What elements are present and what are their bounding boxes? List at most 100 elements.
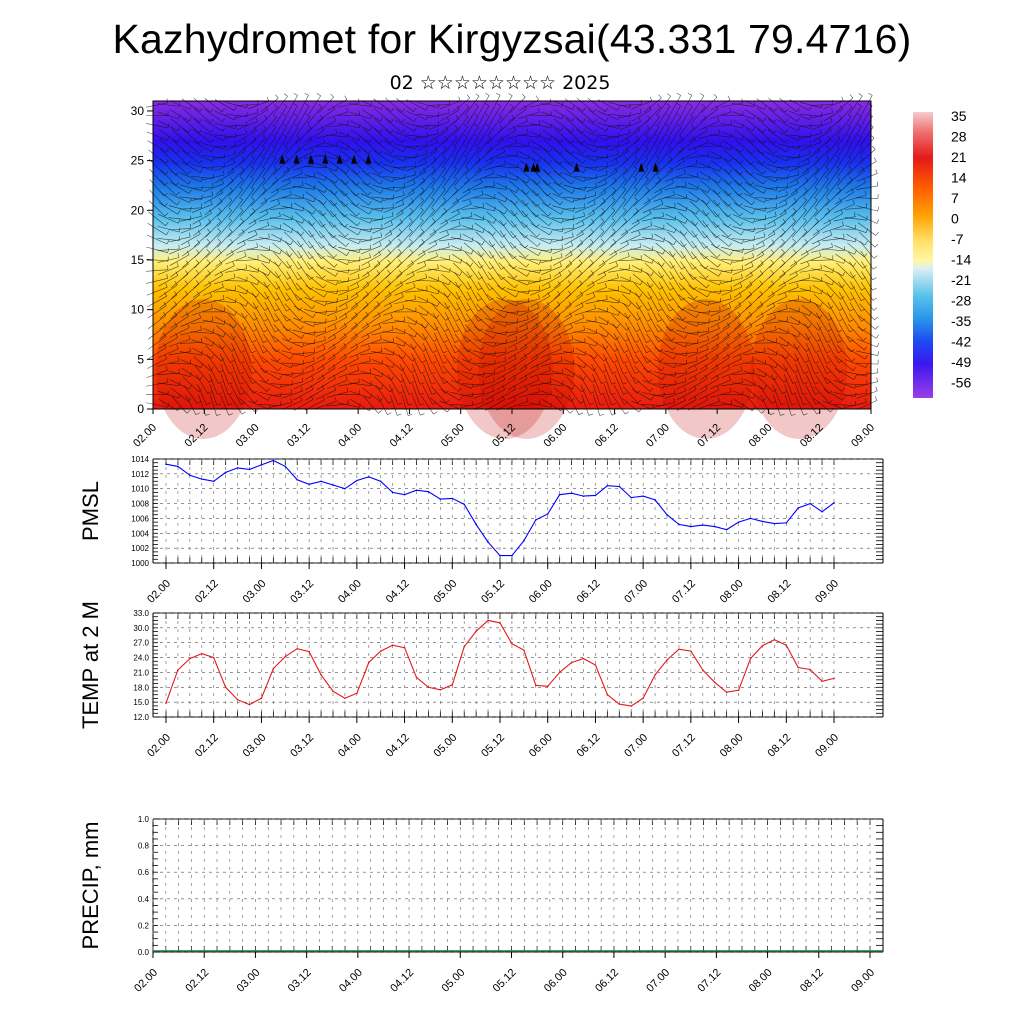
wind-barb <box>519 326 539 339</box>
colorbar-label: -14 <box>951 252 971 268</box>
wind-barb-flag <box>197 400 201 404</box>
wind-barb <box>833 216 856 222</box>
wind-barb-flag <box>753 227 756 232</box>
wind-barb-flag <box>408 228 413 232</box>
wind-barb-flag <box>289 253 293 257</box>
wind-barb-flag <box>802 403 808 406</box>
wind-barb <box>285 126 299 146</box>
series-point <box>773 522 776 525</box>
wind-barb <box>241 364 253 384</box>
wind-barb <box>630 248 653 252</box>
wind-barb-flag <box>651 271 654 276</box>
wind-barb <box>171 294 189 310</box>
wind-barb <box>315 133 337 139</box>
wind-barb-flag <box>497 113 502 118</box>
wind-barb-flag <box>781 259 785 264</box>
wind-barb <box>690 106 706 124</box>
wind-barb <box>800 141 821 151</box>
wind-barb <box>701 189 718 207</box>
wind-barb <box>181 243 200 257</box>
wind-barb <box>816 364 828 384</box>
wind-barb <box>542 304 561 320</box>
wind-barb <box>519 357 539 370</box>
wind-barb <box>473 205 495 212</box>
wind-barb-flag <box>365 311 369 316</box>
wind-barb <box>713 189 728 207</box>
wind-barb <box>168 228 191 231</box>
wind-barb <box>530 347 550 360</box>
wind-barb <box>146 234 168 245</box>
wind-barb-flag <box>441 176 446 180</box>
wind-barb-flag <box>638 117 641 122</box>
series-point <box>642 495 644 497</box>
wind-barb-flag <box>775 363 778 368</box>
wind-barb <box>664 390 686 399</box>
wind-barb-flag <box>198 129 203 134</box>
x-tick-label: 05.12 <box>479 578 507 606</box>
wind-barb-flag <box>615 261 618 266</box>
wind-barb-flag <box>344 95 348 100</box>
wind-barb <box>472 362 495 365</box>
wind-barb <box>394 327 416 338</box>
wind-barb <box>612 323 626 342</box>
wind-barb-flag <box>536 364 539 369</box>
wind-barb-flag <box>872 145 876 150</box>
wind-barb <box>861 105 873 126</box>
wind-barb-flag <box>611 392 616 395</box>
wind-barb <box>722 223 742 236</box>
wind-barb <box>588 231 605 248</box>
wind-barb <box>815 178 829 197</box>
wind-barb-flag <box>304 92 309 96</box>
wind-barb-flag <box>814 176 819 180</box>
wind-barb-flag <box>197 302 201 307</box>
wind-barb <box>586 183 607 193</box>
wind-barb-flag <box>452 144 457 149</box>
wind-barb-flag <box>515 200 519 205</box>
wind-barb-flag <box>740 148 744 153</box>
wind-barb <box>485 151 506 162</box>
wind-barb-flag <box>634 350 639 354</box>
wind-barb <box>856 350 878 356</box>
wind-barb-flag <box>716 202 721 207</box>
wind-barb <box>205 231 221 248</box>
wind-barb <box>284 231 301 248</box>
wind-barb <box>551 236 574 243</box>
wind-barb <box>432 312 445 332</box>
wind-barb <box>466 271 479 291</box>
wind-barb-flag <box>525 254 529 258</box>
wind-barb <box>214 308 236 316</box>
wind-barb <box>632 118 651 133</box>
wind-barb-flag <box>559 344 562 350</box>
wind-barb-flag <box>313 330 316 336</box>
wind-barb-flag <box>603 188 607 193</box>
wind-barb-flag <box>582 107 586 112</box>
wind-barb-flag <box>320 245 325 249</box>
wind-barb-flag <box>354 322 358 327</box>
series-point <box>678 648 680 650</box>
wind-barb-flag <box>492 169 495 174</box>
wind-barb <box>456 301 467 322</box>
wind-barb-flag <box>499 124 503 129</box>
wind-barb-flag <box>391 168 395 173</box>
series-point <box>558 671 561 674</box>
wind-barb-flag <box>177 126 181 131</box>
wind-barb <box>586 274 607 287</box>
wind-barb <box>585 166 608 169</box>
wind-barb <box>236 268 259 273</box>
wind-barb-flag <box>875 386 878 391</box>
wind-barb-flag <box>707 150 710 156</box>
wind-barb-flag <box>431 176 435 180</box>
wind-barb-flag <box>547 354 551 359</box>
wind-barb <box>778 108 798 122</box>
wind-barb-flag <box>750 271 753 276</box>
wind-barb <box>159 129 178 143</box>
wind-barb-flag <box>831 242 833 248</box>
series-point <box>582 495 585 497</box>
wind-barb <box>720 114 743 116</box>
wind-barb-flag <box>667 145 671 149</box>
wind-barb <box>170 387 189 402</box>
wind-barb-flag <box>516 301 519 306</box>
wind-barb-flag <box>595 341 598 347</box>
wind-barb-flag <box>490 255 495 259</box>
wind-barb-flag <box>356 160 361 164</box>
